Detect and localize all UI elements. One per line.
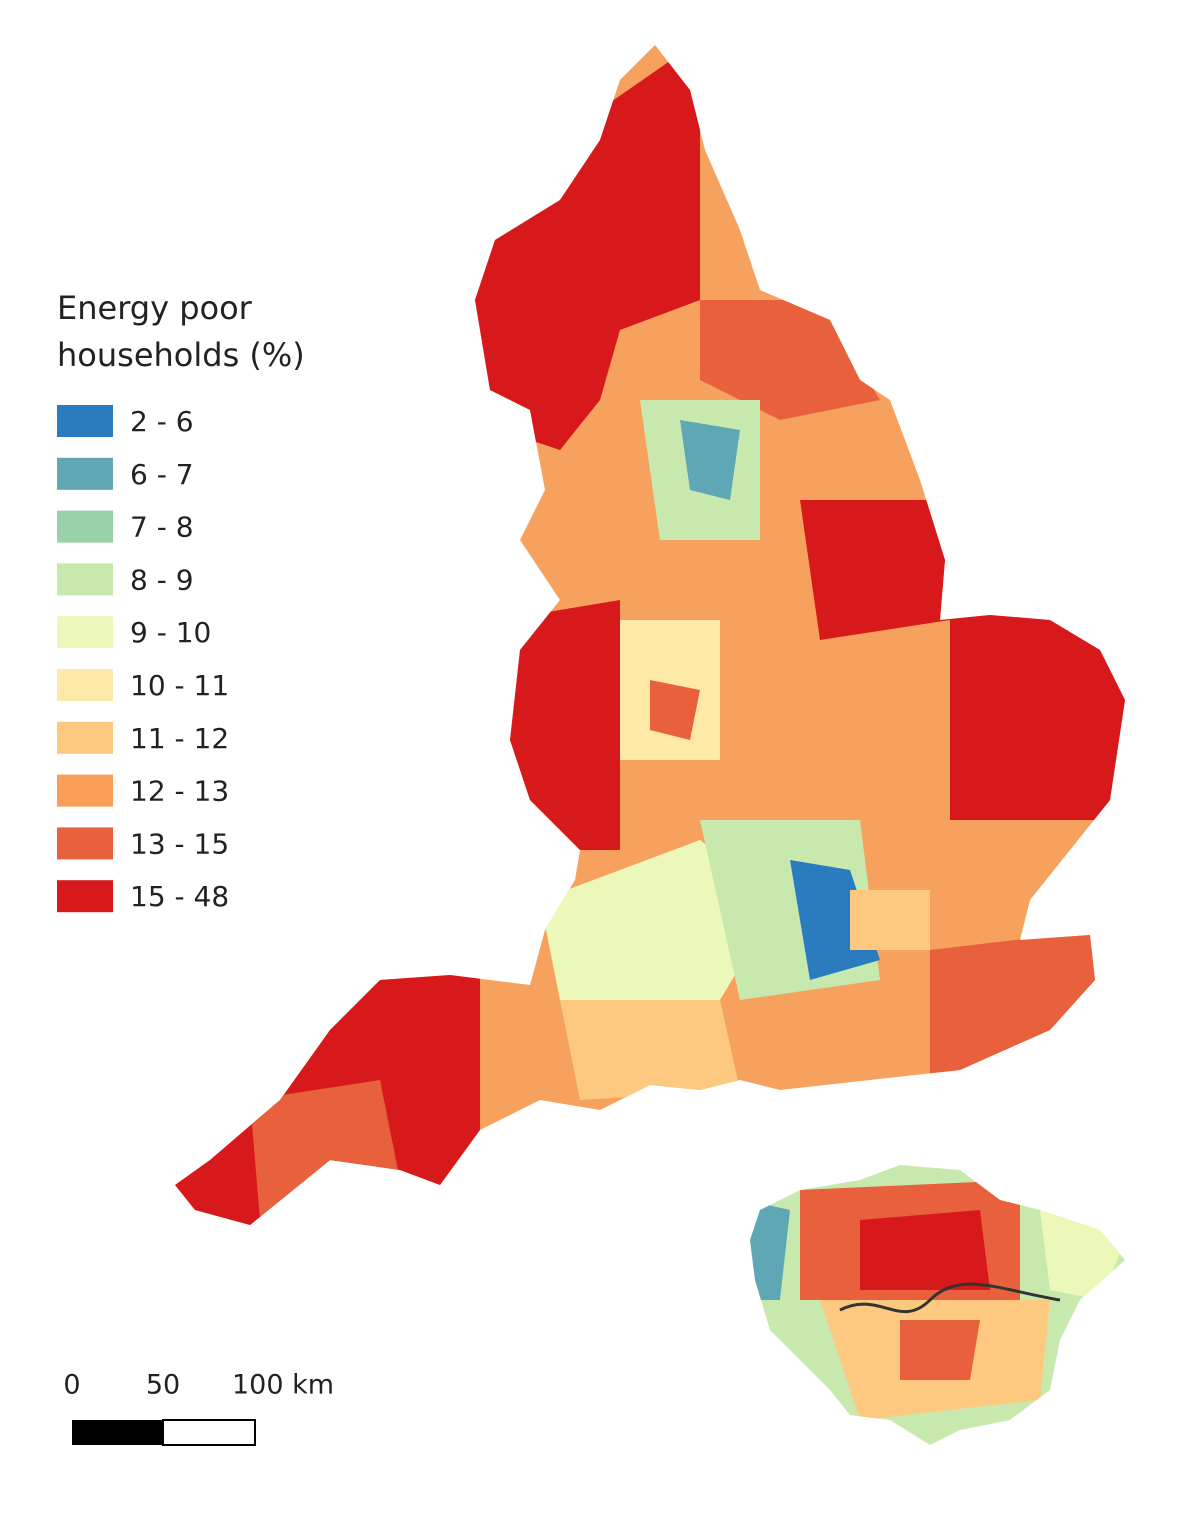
- london-inset: [750, 1165, 1125, 1445]
- legend-swatch: [57, 827, 113, 860]
- legend-swatch: [57, 563, 113, 596]
- england-map: [175, 45, 1125, 1225]
- scale-label: 0: [63, 1370, 80, 1401]
- legend-label: 15 - 48: [130, 880, 229, 913]
- legend-title: Energy poor: [57, 289, 253, 327]
- river-thames: [839, 1282, 1061, 1313]
- legend-swatch: [57, 457, 113, 490]
- legend-swatch: [57, 405, 113, 437]
- scale-bar: 0 50 100 km: [63, 1370, 334, 1446]
- legend-label: 7 - 8: [130, 511, 194, 544]
- legend-label: 6 - 7: [130, 458, 194, 491]
- legend-label: 8 - 9: [130, 563, 194, 596]
- legend: Energy poor households (%) 2 - 6 6 - 7 7 -…: [57, 289, 305, 913]
- legend-label: 11 - 12: [130, 722, 229, 755]
- legend-title: households (%): [57, 336, 305, 374]
- scale-segment: [162, 1419, 256, 1446]
- legend-label: 9 - 10: [130, 616, 211, 649]
- legend-swatch: [57, 510, 113, 543]
- legend-label: 10 - 11: [130, 669, 229, 702]
- legend-swatch: [57, 721, 113, 754]
- scale-label: 100 km: [232, 1370, 334, 1401]
- scale-label: 50: [146, 1370, 180, 1401]
- legend-swatch: [57, 616, 113, 649]
- scale-segment: [72, 1420, 163, 1445]
- legend-label: 12 - 13: [130, 775, 229, 808]
- legend-swatch: [57, 880, 113, 913]
- legend-swatch: [57, 669, 113, 701]
- legend-swatch: [57, 774, 113, 807]
- legend-label: 13 - 15: [130, 827, 229, 860]
- legend-label: 2 - 6: [130, 405, 194, 438]
